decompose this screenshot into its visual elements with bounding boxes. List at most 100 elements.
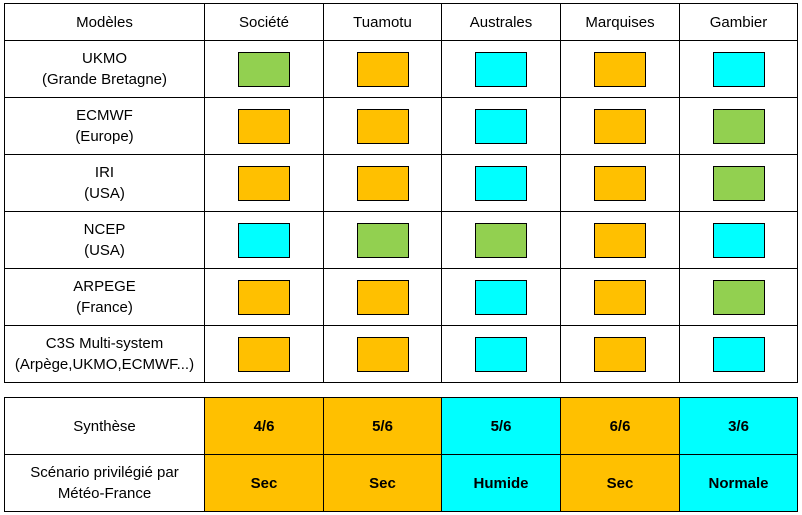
forecast-swatch-humide	[712, 336, 765, 372]
forecast-swatch-sec	[238, 279, 290, 315]
forecast-swatch-sec	[594, 165, 646, 201]
model-name-cell: IRI (USA)	[4, 154, 205, 212]
forecast-cell	[560, 40, 680, 98]
model-name: ECMWF	[76, 107, 133, 124]
scenario-label-line2: Météo-France	[57, 485, 152, 502]
forecast-cell	[560, 97, 680, 155]
synthesis-value: 5/6	[441, 397, 561, 455]
forecast-cell	[560, 211, 680, 269]
model-origin: (France)	[76, 299, 133, 316]
model-origin: (USA)	[84, 242, 125, 259]
model-name-cell: ARPEGE (France)	[4, 268, 205, 326]
forecast-swatch-normale	[712, 108, 765, 144]
forecast-cell	[679, 154, 798, 212]
forecast-cell	[679, 325, 798, 383]
forecast-cell	[679, 211, 798, 269]
forecast-cell	[323, 211, 442, 269]
forecast-cell	[204, 97, 324, 155]
forecast-cell	[323, 97, 442, 155]
models-header: Modèles	[4, 3, 205, 41]
forecast-swatch-sec	[594, 222, 646, 258]
forecast-swatch-humide	[475, 336, 527, 372]
forecast-swatch-normale	[356, 222, 409, 258]
synthesis-label: Synthèse	[4, 397, 205, 455]
forecast-swatch-sec	[238, 336, 290, 372]
model-row: UKMO (Grande Bretagne)	[4, 40, 798, 98]
synthesis-value: 3/6	[679, 397, 798, 455]
model-row: NCEP (USA)	[4, 211, 798, 269]
model-name: IRI	[94, 164, 115, 181]
forecast-swatch-sec	[356, 108, 409, 144]
forecast-swatch-humide	[712, 51, 765, 87]
forecast-swatch-normale	[475, 222, 527, 258]
model-name: UKMO	[82, 50, 127, 67]
scenario-label-line1: Scénario privilégié par	[30, 464, 179, 481]
forecast-swatch-normale	[712, 165, 765, 201]
forecast-cell	[679, 97, 798, 155]
model-row: IRI (USA)	[4, 154, 798, 212]
scenario-value: Sec	[323, 454, 442, 512]
forecast-cell	[323, 154, 442, 212]
scenario-value: Normale	[679, 454, 798, 512]
forecast-swatch-sec	[356, 336, 409, 372]
forecast-swatch-sec	[356, 279, 409, 315]
forecast-swatch-sec	[356, 165, 409, 201]
synthesis-value: 6/6	[560, 397, 680, 455]
forecast-cell	[323, 40, 442, 98]
forecast-cell	[441, 154, 561, 212]
forecast-cell	[679, 268, 798, 326]
archipelago-header: Tuamotu	[323, 3, 442, 41]
scenario-label: Scénario privilégié par Météo-France	[4, 454, 205, 512]
synthesis-value: 4/6	[204, 397, 324, 455]
synthesis-value: 5/6	[323, 397, 442, 455]
forecast-cell	[204, 211, 324, 269]
forecast-swatch-sec	[594, 108, 646, 144]
forecast-cell	[204, 40, 324, 98]
model-row: ECMWF (Europe)	[4, 97, 798, 155]
forecast-cell	[441, 268, 561, 326]
forecast-swatch-sec	[594, 51, 646, 87]
forecast-swatch-sec	[238, 165, 290, 201]
forecast-cell	[323, 325, 442, 383]
model-name: ARPEGE	[73, 278, 136, 295]
forecast-swatch-normale	[712, 279, 765, 315]
scenario-value: Sec	[204, 454, 324, 512]
archipelago-header: Australes	[441, 3, 561, 41]
model-origin: (Arpège,UKMO,ECMWF...)	[14, 356, 195, 373]
forecast-cell	[323, 268, 442, 326]
forecast-swatch-humide	[475, 279, 527, 315]
model-name: NCEP	[83, 221, 126, 238]
model-name-cell: C3S Multi-system (Arpège,UKMO,ECMWF...)	[4, 325, 205, 383]
forecast-cell	[560, 268, 680, 326]
table-header-row: Modèles Société Tuamotu Australes Marqui…	[4, 3, 798, 41]
forecast-cell	[441, 97, 561, 155]
model-name-cell: UKMO (Grande Bretagne)	[4, 40, 205, 98]
scenario-row: Scénario privilégié par Météo-France Sec…	[4, 454, 798, 512]
model-origin: (Grande Bretagne)	[41, 71, 168, 88]
forecast-swatch-normale	[238, 51, 290, 87]
forecast-swatch-humide	[475, 51, 527, 87]
model-forecast-table: Modèles Société Tuamotu Australes Marqui…	[4, 3, 798, 383]
forecast-cell	[560, 325, 680, 383]
forecast-cell	[441, 211, 561, 269]
forecast-swatch-sec	[356, 51, 409, 87]
model-origin: (Europe)	[75, 128, 134, 145]
model-origin: (USA)	[84, 185, 125, 202]
forecast-cell	[441, 40, 561, 98]
forecast-swatch-sec	[594, 279, 646, 315]
model-row: ARPEGE (France)	[4, 268, 798, 326]
forecast-cell	[679, 40, 798, 98]
forecast-cell	[204, 154, 324, 212]
model-name-cell: NCEP (USA)	[4, 211, 205, 269]
forecast-cell	[204, 325, 324, 383]
model-name: C3S Multi-system	[45, 335, 164, 352]
model-name-cell: ECMWF (Europe)	[4, 97, 205, 155]
archipelago-header: Société	[204, 3, 324, 41]
forecast-swatch-sec	[238, 108, 290, 144]
forecast-swatch-humide	[475, 165, 527, 201]
synthesis-row: Synthèse 4/6 5/6 5/6 6/6 3/6	[4, 397, 798, 455]
forecast-swatch-humide	[712, 222, 765, 258]
forecast-cell	[204, 268, 324, 326]
forecast-swatch-humide	[238, 222, 290, 258]
synthesis-table: Synthèse 4/6 5/6 5/6 6/6 3/6 Scénario privil…	[4, 397, 798, 512]
